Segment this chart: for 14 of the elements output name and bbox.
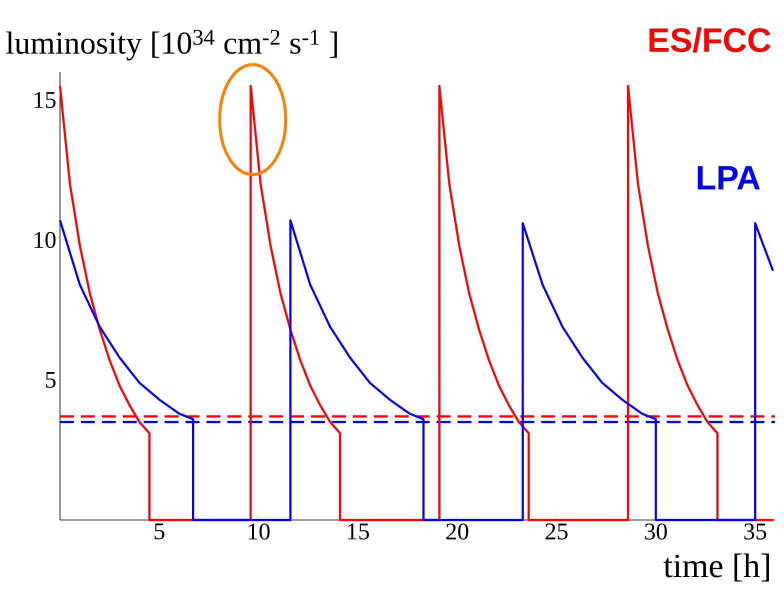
- x-tick-label: 5: [154, 524, 164, 540]
- y-axis-title: luminosity [10$^{34}$ cm$^{-2}$ s$^{-1}$ ]: [6, 30, 337, 60]
- x-tick-label: 20: [446, 524, 468, 540]
- x-tick-label: 15: [348, 524, 369, 540]
- y-tick-label: 10: [34, 232, 56, 248]
- x-tick-label: 35: [744, 524, 766, 540]
- series-label: ES/FCC: [650, 27, 771, 52]
- y-tick-label: 15: [34, 92, 56, 108]
- x-tick-label: 10: [248, 524, 270, 540]
- x-axis-title: time [h]: [664, 554, 769, 582]
- x-tick-label: 25: [546, 524, 568, 540]
- series-label: LPA: [698, 166, 760, 190]
- y-tick-label: 5: [46, 372, 56, 388]
- x-tick-label: 30: [645, 524, 667, 540]
